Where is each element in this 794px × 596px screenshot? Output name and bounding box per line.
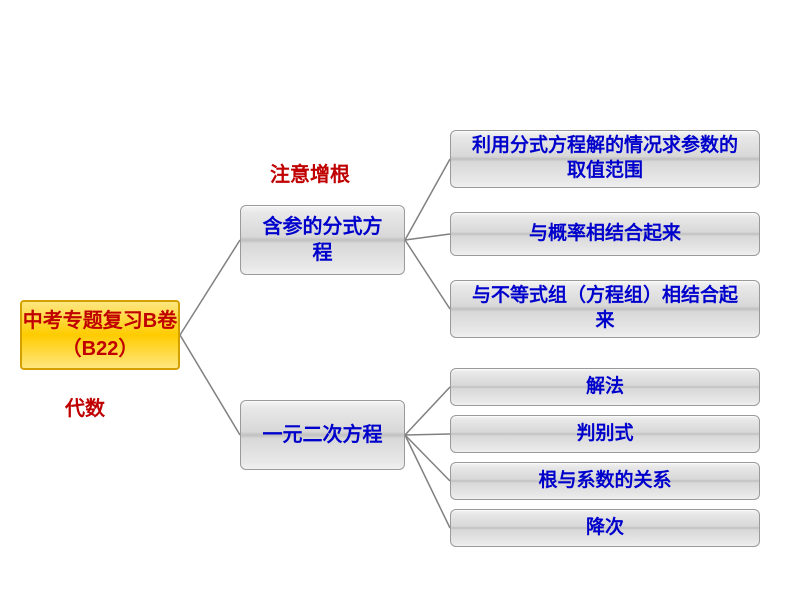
anno-text: 代数 [65,398,105,420]
leaf-label: 判别式 [576,422,633,447]
leaf-6: 根与系数的关系 [450,462,760,500]
root-label: 中考专题复习B卷（B22） [22,307,178,363]
leaf-label: 根与系数的关系 [538,469,671,494]
connector-line [180,240,240,335]
connector-line [405,435,450,528]
connector-line [405,234,450,240]
node-yiyuan: 一元二次方程 [240,400,405,470]
leaf-2: 与概率相结合起来 [450,212,760,256]
leaf-5: 判别式 [450,415,760,453]
node-label: 一元二次方程 [263,422,383,448]
leaf-4: 解法 [450,368,760,406]
annotation-daishu: 代数 [65,392,105,421]
connector-line [405,434,450,435]
leaf-label: 解法 [586,375,624,400]
connector-line [405,159,450,240]
connector-line [180,335,240,435]
leaf-label: 与不等式组（方程组）相结合起来 [465,284,745,333]
root-node: 中考专题复习B卷（B22） [20,300,180,370]
connector-line [405,435,450,481]
anno-text: 注意增根 [270,164,350,186]
leaf-7: 降次 [450,509,760,547]
connector-line [405,387,450,435]
connector-line [405,240,450,309]
leaf-3: 与不等式组（方程组）相结合起来 [450,280,760,338]
node-fenshi: 含参的分式方程 [240,205,405,275]
leaf-label: 利用分式方程解的情况求参数的取值范围 [465,134,745,183]
leaf-label: 降次 [586,516,624,541]
annotation-zhuyi: 注意增根 [270,158,350,187]
node-label: 含参的分式方程 [255,214,390,266]
leaf-1: 利用分式方程解的情况求参数的取值范围 [450,130,760,188]
leaf-label: 与概率相结合起来 [529,222,681,247]
